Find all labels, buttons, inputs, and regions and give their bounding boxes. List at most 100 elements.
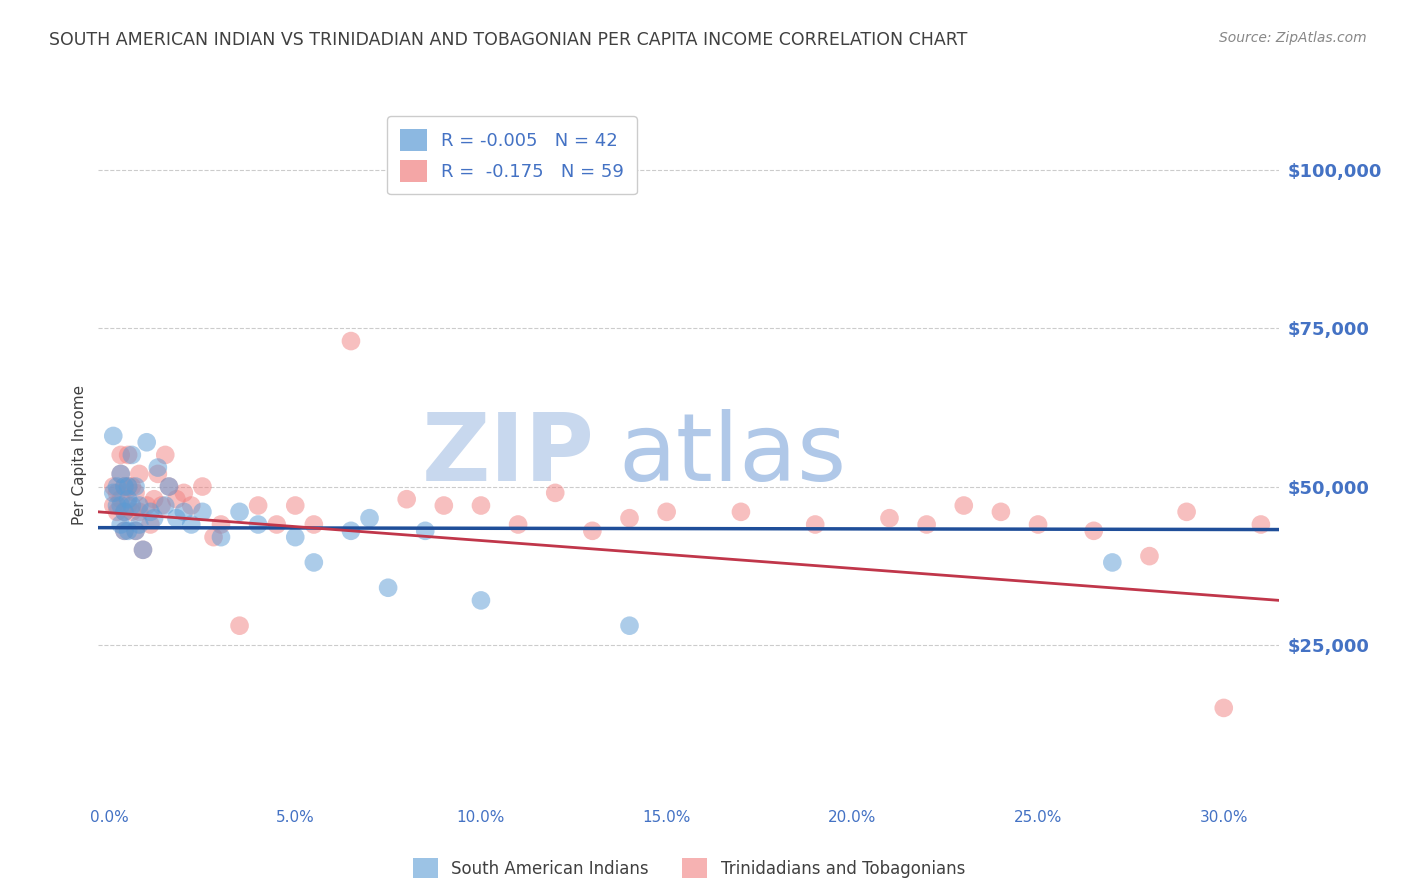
- Point: [132, 542, 155, 557]
- Point: [544, 486, 567, 500]
- Point: [395, 492, 418, 507]
- Point: [143, 511, 166, 525]
- Point: [470, 499, 492, 513]
- Point: [1101, 556, 1123, 570]
- Point: [150, 499, 173, 513]
- Point: [952, 499, 974, 513]
- Point: [143, 492, 166, 507]
- Point: [146, 460, 169, 475]
- Point: [165, 511, 187, 525]
- Point: [730, 505, 752, 519]
- Point: [879, 511, 901, 525]
- Point: [139, 517, 162, 532]
- Point: [117, 448, 139, 462]
- Point: [112, 505, 135, 519]
- Point: [340, 524, 363, 538]
- Text: ZIP: ZIP: [422, 409, 595, 501]
- Point: [247, 517, 270, 532]
- Point: [103, 486, 125, 500]
- Point: [1139, 549, 1161, 563]
- Point: [110, 448, 132, 462]
- Point: [155, 499, 177, 513]
- Point: [302, 517, 325, 532]
- Point: [103, 429, 125, 443]
- Point: [121, 448, 143, 462]
- Point: [110, 499, 132, 513]
- Point: [124, 486, 146, 500]
- Point: [619, 618, 641, 632]
- Point: [157, 479, 180, 493]
- Point: [128, 505, 150, 519]
- Point: [359, 511, 381, 525]
- Point: [915, 517, 938, 532]
- Point: [146, 467, 169, 481]
- Point: [655, 505, 678, 519]
- Point: [581, 524, 603, 538]
- Point: [209, 530, 232, 544]
- Text: Source: ZipAtlas.com: Source: ZipAtlas.com: [1219, 31, 1367, 45]
- Point: [121, 505, 143, 519]
- Text: atlas: atlas: [619, 409, 846, 501]
- Point: [110, 467, 132, 481]
- Point: [135, 435, 157, 450]
- Point: [191, 505, 214, 519]
- Point: [103, 479, 125, 493]
- Point: [105, 479, 128, 493]
- Point: [377, 581, 399, 595]
- Point: [284, 499, 307, 513]
- Point: [139, 505, 162, 519]
- Point: [110, 517, 132, 532]
- Point: [132, 542, 155, 557]
- Point: [112, 479, 135, 493]
- Point: [105, 486, 128, 500]
- Point: [202, 530, 225, 544]
- Point: [180, 499, 202, 513]
- Point: [284, 530, 307, 544]
- Point: [128, 517, 150, 532]
- Legend: South American Indians, Trinidadians and Tobagonians: South American Indians, Trinidadians and…: [406, 851, 972, 885]
- Point: [117, 479, 139, 493]
- Point: [124, 524, 146, 538]
- Point: [413, 524, 436, 538]
- Point: [266, 517, 288, 532]
- Point: [173, 505, 195, 519]
- Point: [112, 524, 135, 538]
- Point: [470, 593, 492, 607]
- Point: [1212, 701, 1234, 715]
- Point: [1175, 505, 1198, 519]
- Point: [128, 499, 150, 513]
- Point: [157, 479, 180, 493]
- Point: [121, 499, 143, 513]
- Y-axis label: Per Capita Income: Per Capita Income: [72, 384, 87, 525]
- Point: [117, 479, 139, 493]
- Point: [105, 505, 128, 519]
- Point: [117, 492, 139, 507]
- Point: [433, 499, 456, 513]
- Point: [228, 505, 250, 519]
- Point: [117, 499, 139, 513]
- Point: [506, 517, 529, 532]
- Point: [112, 479, 135, 493]
- Point: [1083, 524, 1105, 538]
- Point: [209, 517, 232, 532]
- Point: [105, 499, 128, 513]
- Point: [128, 467, 150, 481]
- Point: [112, 524, 135, 538]
- Point: [180, 517, 202, 532]
- Point: [124, 524, 146, 538]
- Point: [110, 492, 132, 507]
- Point: [112, 505, 135, 519]
- Point: [173, 486, 195, 500]
- Point: [191, 479, 214, 493]
- Point: [165, 492, 187, 507]
- Point: [124, 479, 146, 493]
- Point: [804, 517, 827, 532]
- Point: [619, 511, 641, 525]
- Point: [135, 499, 157, 513]
- Point: [1250, 517, 1272, 532]
- Point: [340, 334, 363, 348]
- Point: [103, 499, 125, 513]
- Point: [990, 505, 1012, 519]
- Point: [302, 556, 325, 570]
- Point: [110, 467, 132, 481]
